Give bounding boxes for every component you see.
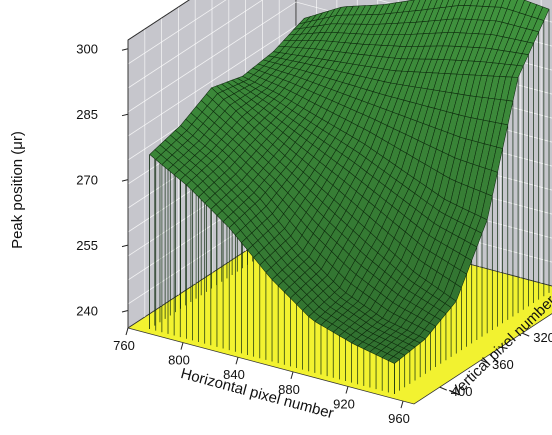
y-tick	[439, 386, 447, 391]
surface-mesh	[149, 0, 550, 395]
y-tick-label: 400	[451, 384, 473, 399]
z-tick	[121, 179, 129, 182]
x-tick	[345, 386, 349, 394]
z-tick-label: 270	[76, 173, 98, 188]
z-tick-label: 285	[76, 107, 98, 122]
z-tick	[121, 48, 129, 51]
y-tick	[522, 332, 530, 337]
x-tick	[290, 371, 294, 379]
z-tick	[121, 310, 129, 313]
x-tick-label: 880	[278, 382, 300, 397]
x-tick-label: 960	[388, 411, 410, 426]
x-tick	[400, 400, 404, 409]
y-tick	[480, 359, 489, 364]
z-tick-label: 255	[76, 238, 98, 253]
x-tick	[180, 342, 184, 350]
x-tick-label: 760	[113, 338, 135, 353]
surface-cell	[387, 356, 401, 364]
tick-labels: 2402552702853007608008408809209602803203…	[76, 42, 552, 426]
box-edge	[127, 0, 190, 41]
z-tick-label: 300	[76, 42, 98, 57]
x-tick-label: 920	[333, 396, 355, 411]
z-tick	[121, 113, 129, 117]
x-tick-label: 840	[223, 367, 245, 382]
x-tick-label: 800	[168, 353, 190, 368]
z-axis-label: Peak position (μr)	[9, 131, 26, 249]
y-tick-label: 360	[492, 357, 514, 372]
z-tick	[121, 244, 129, 248]
y-tick-label: 320	[533, 330, 552, 345]
x-tick	[235, 357, 239, 365]
z-tick-label: 240	[76, 304, 98, 319]
x-tick	[125, 327, 129, 336]
axis-ticks	[121, 0, 530, 409]
